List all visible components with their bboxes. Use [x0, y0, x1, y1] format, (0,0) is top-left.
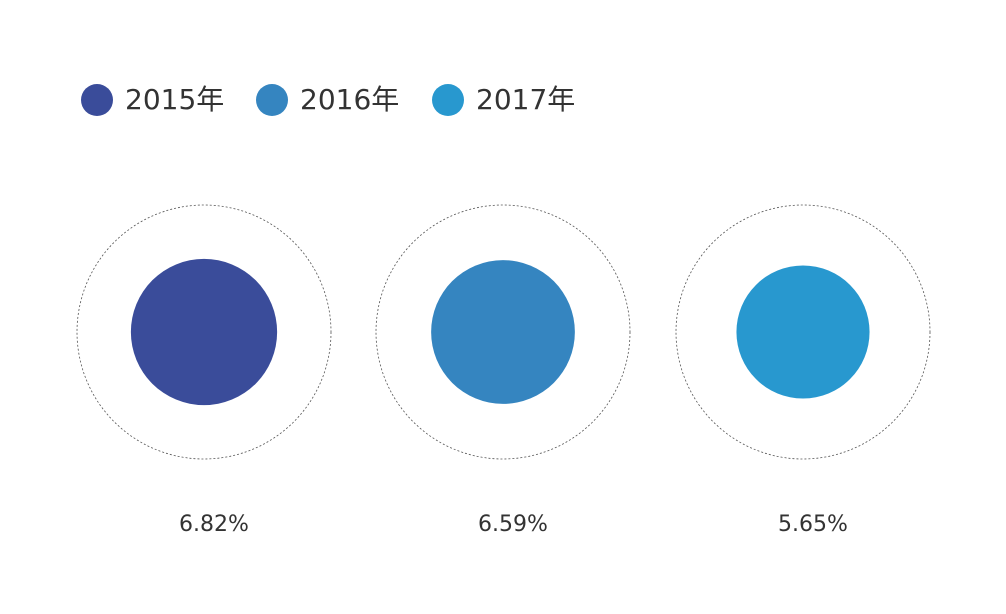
- legend-label: 2015年: [125, 83, 224, 116]
- legend-swatch: [81, 84, 113, 116]
- legend-label: 2017年: [476, 83, 575, 116]
- legend-label: 2016年: [300, 83, 399, 116]
- bubble: [736, 265, 870, 399]
- value-label: 5.65%: [778, 512, 848, 537]
- bubble: [431, 260, 575, 404]
- value-label: 6.59%: [478, 512, 548, 537]
- outer-ring: [675, 204, 931, 460]
- outer-ring: [375, 204, 631, 460]
- bubble: [130, 258, 278, 406]
- outer-ring: [76, 204, 332, 460]
- legend-swatch: [432, 84, 464, 116]
- value-label: 6.82%: [179, 512, 249, 537]
- legend-swatch: [256, 84, 288, 116]
